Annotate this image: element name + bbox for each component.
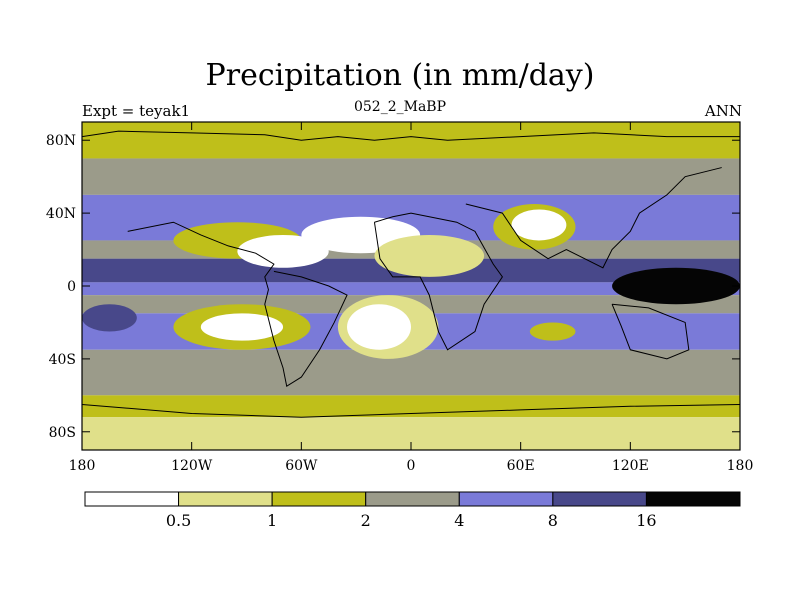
- axis-ticks: 180 120W 60W 0 60E 120E 180 80N 40N 0 40S 80S: [46, 122, 753, 474]
- coastline-5: [82, 403, 740, 418]
- precip-patch-9: [347, 304, 411, 350]
- precip-patch-10: [529, 322, 576, 341]
- y-tick-label: 40N: [46, 206, 76, 222]
- chart-title: Precipitation (in mm/day): [205, 58, 595, 93]
- x-tick-label: 120W: [171, 458, 213, 474]
- colorbar-swatch: [458, 491, 554, 507]
- x-tick-label: 60W: [285, 458, 318, 474]
- colorbar-label: 0.5: [166, 511, 191, 530]
- precip-patch-12: [82, 304, 137, 332]
- coastline-1: [127, 221, 348, 388]
- colorbar-label: 4: [454, 511, 464, 530]
- coastline-4: [611, 303, 690, 360]
- y-tick-label: 0: [67, 279, 76, 295]
- precip-patch-11: [612, 267, 740, 305]
- colorbar-label: 8: [548, 511, 558, 530]
- colorbar-swatch: [552, 491, 647, 507]
- x-tick-label: 0: [407, 458, 416, 474]
- precip-band-1: [82, 158, 740, 195]
- coastline-overlay: [82, 130, 740, 418]
- colorbar: 0.5 1 2 4 8 16: [84, 491, 741, 530]
- colorbar-swatch: [271, 491, 367, 507]
- y-tick-label: 80S: [49, 425, 76, 441]
- precip-band-5: [82, 282, 740, 296]
- precip-band-9: [82, 395, 740, 418]
- colorbar-label: 16: [636, 511, 656, 530]
- x-tick-label: 180: [69, 458, 96, 474]
- colorbar-swatch: [365, 491, 460, 507]
- colorbar-swatch: [645, 491, 741, 507]
- colorbar-swatch: [178, 491, 273, 507]
- x-tick-label: 120E: [612, 458, 649, 474]
- x-tick-label: 60E: [507, 458, 535, 474]
- precip-patch-3: [374, 234, 485, 277]
- colorbar-swatch: [84, 491, 180, 507]
- precip-band-8: [82, 349, 740, 396]
- coastline-3: [465, 167, 722, 269]
- season-label: ANN: [704, 102, 742, 120]
- colorbar-label: 2: [361, 511, 371, 530]
- precip-patch-7: [200, 313, 284, 341]
- y-tick-label: 80N: [46, 133, 76, 149]
- x-tick-label: 180: [727, 458, 754, 474]
- colorbar-label: 1: [267, 511, 277, 530]
- time-label: 052_2_MaBP: [353, 99, 447, 115]
- y-tick-label: 40S: [49, 352, 76, 368]
- experiment-label: Expt = teyak1: [82, 102, 191, 120]
- precip-patch-1: [237, 234, 329, 268]
- coastline-0: [82, 130, 740, 141]
- precipitation-field: [82, 122, 740, 450]
- coastline-2: [373, 212, 503, 351]
- precip-patch-5: [511, 209, 567, 241]
